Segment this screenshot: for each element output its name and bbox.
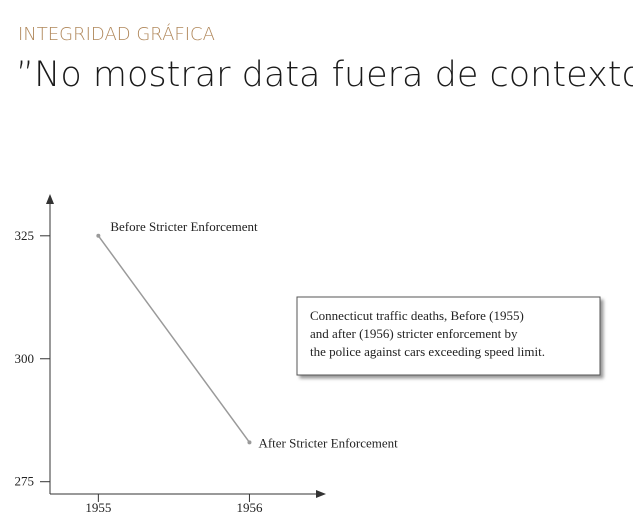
x-arrow <box>316 490 326 498</box>
y-tick-label: 300 <box>15 351 35 366</box>
annotation-line: the police against cars exceeding speed … <box>310 344 545 359</box>
point-label: Before Stricter Enforcement <box>110 219 258 234</box>
x-tick-label: 1956 <box>236 500 263 515</box>
chart <box>46 194 601 498</box>
annotation-line: and after (1956) stricter enforcement by <box>310 326 518 341</box>
y-arrow <box>46 194 54 204</box>
annotation-box <box>296 296 601 376</box>
kicker: INTEGRIDAD GRÁFICA <box>18 23 215 45</box>
slide-title: ”No mostrar data fuera de contexto” <box>16 55 633 95</box>
y-tick-label: 325 <box>15 228 35 243</box>
point-label: After Stricter Enforcement <box>258 435 398 450</box>
annotation-line: Connecticut traffic deaths, Before (1955… <box>310 308 524 323</box>
series-line <box>97 235 251 443</box>
point <box>247 440 252 445</box>
x-tick-label: 1955 <box>85 500 111 515</box>
y-tick-label: 275 <box>15 474 35 489</box>
point <box>96 233 101 238</box>
